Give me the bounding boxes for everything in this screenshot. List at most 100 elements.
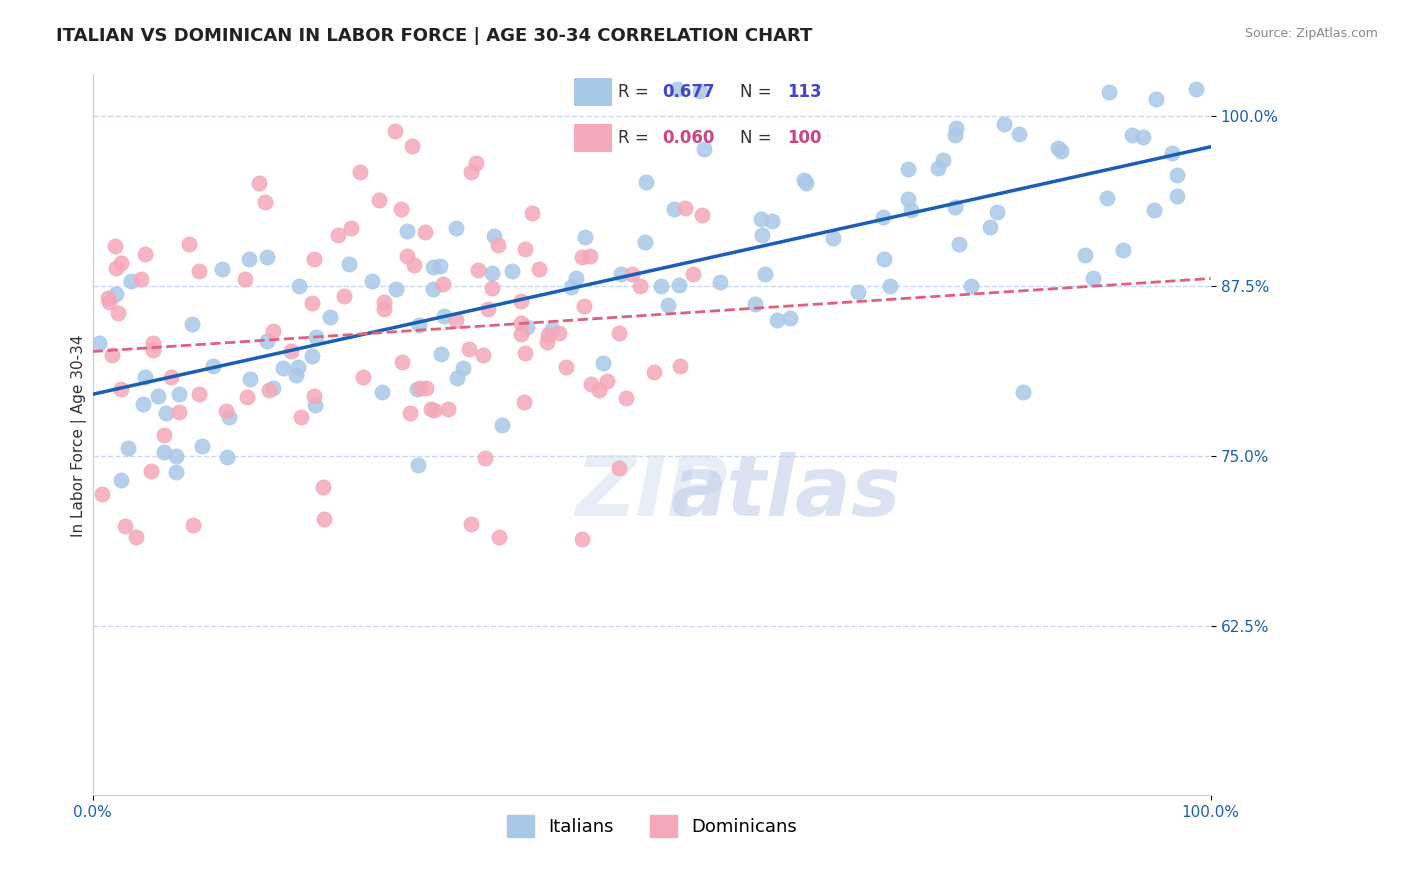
Point [472, 347, 495, 361]
Point [458, 342, 481, 356]
Point [110, 382, 132, 396]
Point [1185, 82, 1208, 96]
Point [636, 176, 658, 190]
Point [181, 518, 204, 533]
Point [287, 360, 309, 375]
Point [97, 291, 120, 305]
Point [993, 117, 1015, 131]
Point [664, 202, 686, 217]
Point [669, 359, 692, 373]
Point [579, 377, 602, 392]
Point [572, 299, 595, 313]
Point [337, 257, 360, 271]
Point [301, 296, 323, 310]
Point [90, 487, 112, 501]
Point [588, 383, 610, 397]
Point [429, 259, 451, 273]
Point [160, 370, 183, 384]
Point [609, 461, 631, 475]
Point [1098, 85, 1121, 99]
Point [1012, 384, 1035, 399]
Point [132, 397, 155, 411]
Point [761, 214, 783, 228]
Legend: Italians, Dominicans: Italians, Dominicans [499, 807, 804, 844]
Point [273, 361, 295, 376]
Point [979, 219, 1001, 234]
Point [709, 275, 731, 289]
Point [188, 263, 211, 277]
Point [288, 278, 311, 293]
Point [408, 382, 430, 396]
Point [579, 249, 602, 263]
Point [104, 239, 127, 253]
Point [1073, 248, 1095, 262]
Point [477, 302, 499, 317]
Point [253, 195, 276, 210]
Point [657, 298, 679, 312]
Point [614, 392, 637, 406]
Point [408, 458, 430, 473]
Point [509, 317, 531, 331]
Point [371, 385, 394, 400]
Point [513, 395, 536, 409]
Point [305, 329, 328, 343]
Point [900, 202, 922, 217]
Point [415, 381, 437, 395]
Point [349, 164, 371, 178]
Point [751, 227, 773, 242]
Point [256, 250, 278, 264]
Point [1166, 189, 1188, 203]
Point [666, 82, 689, 96]
Point [110, 256, 132, 270]
Point [1008, 127, 1031, 141]
Point [1166, 169, 1188, 183]
Point [488, 530, 510, 544]
Point [211, 262, 233, 277]
Point [146, 389, 169, 403]
Point [564, 271, 586, 285]
Point [689, 84, 711, 98]
Point [399, 406, 422, 420]
Point [110, 473, 132, 487]
Point [1121, 128, 1143, 142]
Point [340, 220, 363, 235]
Point [405, 382, 427, 396]
Y-axis label: In Labor Force | Age 30-34: In Labor Force | Age 30-34 [72, 334, 87, 537]
Point [536, 335, 558, 350]
Point [464, 155, 486, 169]
Point [395, 223, 418, 237]
Point [634, 235, 657, 249]
Point [120, 274, 142, 288]
Point [326, 227, 349, 242]
Point [1144, 92, 1167, 106]
Point [312, 480, 335, 494]
Point [766, 313, 789, 327]
Point [180, 318, 202, 332]
Point [301, 349, 323, 363]
Point [188, 387, 211, 401]
Point [1046, 141, 1069, 155]
Point [304, 252, 326, 267]
Point [547, 326, 569, 340]
Point [177, 237, 200, 252]
Point [408, 318, 430, 332]
Point [643, 365, 665, 379]
Point [87, 335, 110, 350]
Point [948, 237, 970, 252]
Point [846, 285, 869, 300]
Point [302, 389, 325, 403]
Point [214, 403, 236, 417]
Point [879, 278, 901, 293]
Point [262, 324, 284, 338]
Point [290, 410, 312, 425]
Point [218, 409, 240, 424]
Point [319, 310, 342, 324]
Point [501, 263, 523, 277]
Point [749, 212, 772, 227]
Point [167, 387, 190, 401]
Point [482, 228, 505, 243]
Point [460, 165, 482, 179]
Point [107, 306, 129, 320]
Point [690, 208, 713, 222]
Point [481, 281, 503, 295]
